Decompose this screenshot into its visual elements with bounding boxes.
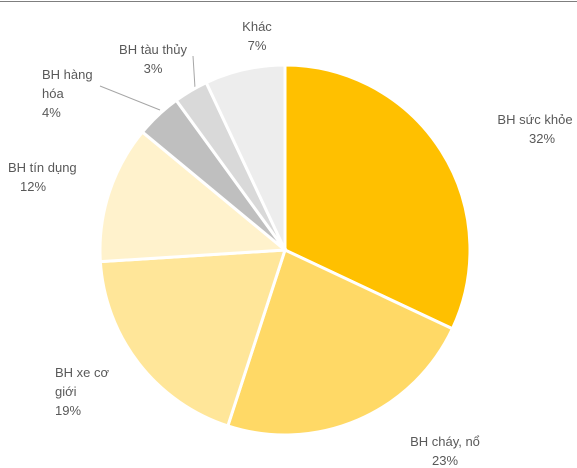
leader-line [99, 85, 161, 111]
slice-label: BH xe cơ giới 19% [55, 363, 125, 420]
pie-slice [98, 248, 288, 428]
value-label: 23% [431, 453, 459, 468]
value-label: 19% [55, 403, 82, 418]
slice-label: BH cháy, nổ 23% [395, 432, 495, 468]
category-label: Khác [242, 19, 272, 34]
slice-label: BH hàng hóa 4% [42, 65, 100, 122]
category-label: BH xe cơ giới [55, 365, 110, 399]
category-label: BH tín dụng [8, 160, 77, 175]
category-label: BH sức khỏe [497, 112, 573, 127]
pie-slice [225, 247, 455, 437]
slice-label: BH tàu thủy 3% [108, 40, 198, 78]
slice-label: Khác 7% [222, 17, 292, 55]
value-label: 7% [247, 38, 267, 53]
category-label: BH tàu thủy [119, 42, 187, 57]
value-label: 4% [42, 105, 61, 120]
value-label: 12% [20, 179, 47, 194]
value-label: 32% [528, 131, 556, 146]
pie-slice [283, 63, 472, 331]
pie-slice [204, 63, 287, 251]
category-label: BH hàng hóa [42, 67, 93, 101]
leader-line [192, 55, 196, 89]
pie-slice [98, 129, 289, 264]
value-label: 3% [143, 61, 163, 76]
category-label: BH cháy, nổ [410, 434, 480, 449]
slice-label: BH tín dụng 12% [8, 158, 98, 196]
slice-label: BH sức khỏe 32% [490, 110, 577, 148]
